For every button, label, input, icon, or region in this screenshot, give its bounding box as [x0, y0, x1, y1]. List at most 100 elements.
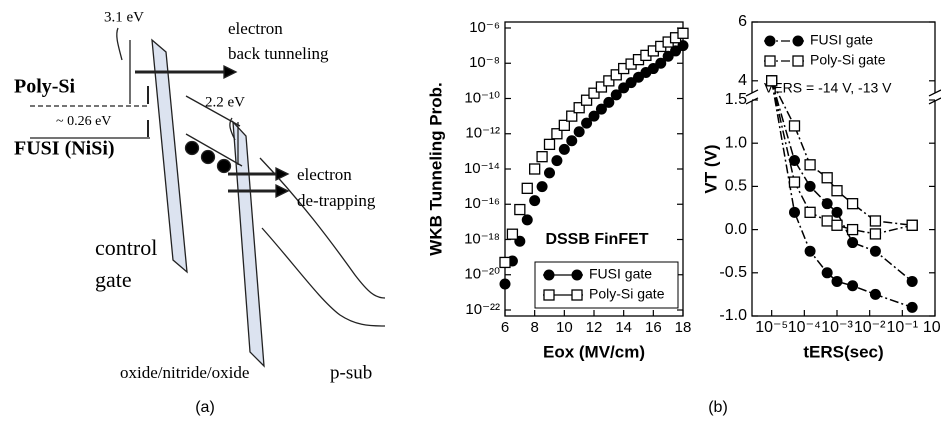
marker — [551, 155, 563, 167]
y-tick-label: 10⁻¹⁶ — [464, 195, 500, 212]
axis-break — [928, 89, 941, 97]
marker — [869, 288, 881, 300]
marker — [766, 75, 778, 87]
x-tick-label: 10⁰ — [923, 319, 941, 336]
marker — [831, 206, 843, 218]
marker — [847, 237, 859, 249]
band-line — [185, 133, 243, 167]
y-tick-label: 10⁻⁶ — [469, 19, 500, 36]
arrow-head — [275, 166, 290, 182]
annotation: electron — [228, 19, 283, 38]
pointer — [116, 27, 123, 61]
marker — [571, 289, 583, 301]
y-tick-label: 10⁻²² — [465, 301, 500, 318]
marker — [580, 94, 593, 106]
marker — [821, 215, 833, 227]
marker — [536, 181, 548, 193]
panel-label: (a) — [195, 399, 215, 416]
electron — [216, 158, 232, 174]
marker — [506, 228, 519, 240]
y-tick-label: 0.0 — [725, 221, 747, 238]
marker — [566, 110, 578, 122]
y-tick-label: 10⁻¹⁰ — [464, 89, 500, 106]
marker — [789, 154, 801, 166]
electron — [200, 149, 216, 165]
pointer — [229, 117, 236, 141]
marker — [821, 198, 833, 210]
marker — [499, 256, 511, 269]
marker — [655, 57, 667, 69]
marker — [869, 245, 881, 257]
region-label: control — [95, 235, 157, 260]
marker — [906, 301, 918, 313]
marker — [571, 269, 583, 281]
marker — [804, 206, 816, 218]
marker — [499, 278, 511, 290]
energy-label: 2.2 eV — [205, 94, 245, 110]
axis-break — [745, 97, 759, 105]
material-label: FUSI (NiSi) — [14, 138, 115, 160]
marker — [558, 119, 570, 131]
marker — [521, 182, 533, 194]
x-tick-label: 6 — [501, 319, 509, 336]
axis-break — [745, 89, 759, 97]
marker — [869, 228, 882, 240]
marker — [543, 269, 555, 281]
x-tick-label: 10⁻⁴ — [788, 319, 821, 336]
marker — [543, 138, 556, 151]
marker — [544, 167, 555, 179]
marker — [869, 215, 882, 227]
band-line — [261, 227, 386, 327]
x-axis-label: tERS(sec) — [803, 342, 883, 361]
energy-label: ~ 0.26 eV — [56, 114, 111, 129]
arrow-head — [275, 183, 290, 199]
band-line — [259, 157, 386, 299]
legend-box — [534, 261, 679, 309]
y-tick-label: 6 — [738, 13, 747, 30]
marker — [764, 35, 776, 47]
marker — [847, 280, 859, 292]
marker — [558, 143, 570, 155]
marker — [831, 219, 843, 231]
y-tick-label: 10⁻⁸ — [469, 54, 500, 71]
electron — [184, 140, 200, 156]
marker — [677, 27, 689, 39]
marker — [551, 128, 563, 140]
annotation: back tunneling — [228, 44, 329, 63]
x-tick-label: 10⁻⁵ — [755, 319, 788, 336]
marker — [804, 245, 816, 257]
x-tick-label: 8 — [530, 319, 538, 336]
y-tick-label: 1.0 — [725, 134, 747, 151]
marker — [543, 289, 555, 301]
band-diagram — [30, 27, 386, 368]
marker — [610, 69, 622, 81]
x-tick-label: 12 — [586, 319, 603, 336]
marker — [846, 223, 859, 236]
y-tick-label: 4 — [738, 72, 747, 89]
tunnel-oxide — [232, 120, 265, 368]
marker — [566, 135, 578, 147]
y-tick-label: -0.5 — [719, 264, 747, 281]
marker — [764, 55, 776, 67]
legend-label: FUSI gate — [589, 266, 652, 282]
marker — [831, 275, 843, 287]
marker — [529, 195, 541, 207]
marker — [792, 35, 804, 47]
marker — [573, 126, 585, 138]
marker — [514, 203, 526, 216]
series-line — [770, 80, 913, 309]
marker — [906, 275, 918, 287]
control-oxide — [151, 38, 188, 274]
marker — [588, 87, 600, 99]
material-label: Poly-Si — [14, 76, 76, 98]
marker — [792, 55, 804, 67]
annotation: de-trapping — [297, 191, 376, 210]
region-label: p-sub — [330, 362, 372, 383]
x-axis-label: Eox (MV/cm) — [543, 342, 645, 361]
annotation: DSSB FinFET — [545, 231, 648, 248]
y-tick-label: 10⁻²⁰ — [464, 266, 500, 283]
plot-frame — [751, 21, 936, 317]
marker — [821, 267, 833, 279]
x-tick-label: 18 — [675, 319, 692, 336]
